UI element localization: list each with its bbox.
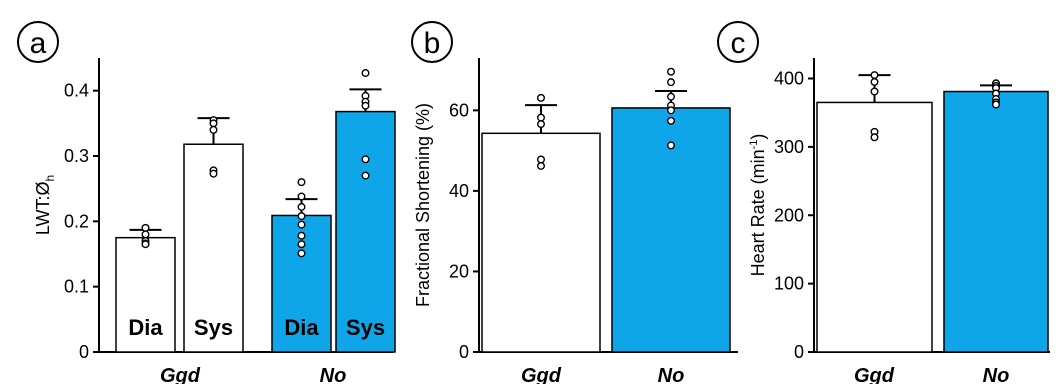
bar-inside-label: Sys bbox=[346, 315, 385, 340]
panel-letter: c bbox=[731, 27, 746, 60]
data-point bbox=[667, 78, 676, 87]
y-axis-label: Fractional Shortening (%) bbox=[413, 103, 433, 307]
y-tick-label: 20 bbox=[449, 261, 469, 281]
panel-a: a 0 0.1 0.2 0.3 0.4 LWT:Øh Dia Sys Dia Sys Ggd No bbox=[17, 21, 396, 384]
data-point bbox=[209, 119, 218, 128]
data-point bbox=[667, 92, 676, 101]
data-point bbox=[297, 231, 306, 240]
y-tick-label: 0 bbox=[794, 342, 804, 362]
data-point bbox=[537, 120, 546, 129]
y-tick-label: 300 bbox=[774, 137, 804, 157]
y-axis-label: Heart Rate (min-1) bbox=[748, 134, 768, 277]
panel-letter: b bbox=[424, 27, 441, 60]
bar bbox=[115, 236, 176, 353]
data-point bbox=[209, 169, 218, 178]
data-point bbox=[297, 249, 306, 258]
data-point bbox=[667, 106, 676, 115]
bar bbox=[271, 214, 332, 353]
y-axis-label-text: Fractional Shortening (%) bbox=[413, 103, 433, 307]
y-tick-label: 40 bbox=[449, 181, 469, 201]
data-point bbox=[537, 155, 546, 164]
data-point bbox=[537, 113, 546, 122]
x-category-label: Ggd bbox=[160, 365, 201, 384]
panel-letter-circle bbox=[411, 21, 453, 63]
panel-letter: a bbox=[30, 27, 47, 60]
data-point bbox=[992, 100, 1001, 109]
data-point bbox=[297, 220, 306, 229]
y-tick-label: 100 bbox=[774, 274, 804, 294]
data-point bbox=[361, 155, 370, 164]
data-point bbox=[361, 69, 370, 78]
bar-inside-label: Sys bbox=[194, 315, 233, 340]
y-axis-label-subscript: h bbox=[43, 175, 57, 182]
y-tick-label: 0 bbox=[79, 342, 89, 362]
data-point bbox=[870, 71, 879, 80]
data-point bbox=[667, 116, 676, 125]
data-point bbox=[361, 171, 370, 180]
data-point bbox=[297, 212, 306, 221]
bar-inside-label: Dia bbox=[128, 315, 163, 340]
y-axis-label-superscript: -1 bbox=[748, 140, 760, 150]
data-point bbox=[297, 202, 306, 211]
data-point bbox=[537, 93, 546, 102]
x-category-label: Ggd bbox=[854, 365, 895, 384]
x-category-label: No bbox=[983, 365, 1010, 384]
y-axis-label-text: LWT:Ø bbox=[33, 182, 53, 236]
y-tick-label: 0.1 bbox=[64, 277, 89, 297]
y-tick-label: 200 bbox=[774, 205, 804, 225]
x-category-label: Ggd bbox=[521, 365, 562, 384]
bar bbox=[335, 110, 396, 353]
data-point bbox=[870, 87, 879, 96]
bar bbox=[816, 101, 933, 353]
data-point bbox=[537, 161, 546, 170]
data-point bbox=[297, 240, 306, 249]
data-point bbox=[141, 230, 150, 239]
y-tick-label: 0.3 bbox=[64, 146, 89, 166]
data-point bbox=[361, 101, 370, 110]
y-tick-label: 0.4 bbox=[64, 81, 89, 101]
data-point bbox=[297, 178, 306, 187]
data-point bbox=[667, 141, 676, 150]
data-point bbox=[209, 125, 218, 134]
data-point bbox=[667, 67, 676, 76]
data-point bbox=[141, 240, 150, 249]
data-point bbox=[870, 77, 879, 86]
data-point bbox=[870, 133, 879, 142]
y-axis-label-end: ) bbox=[748, 134, 768, 140]
bar bbox=[943, 90, 1049, 353]
x-category-label: No bbox=[320, 365, 347, 384]
x-category-label: No bbox=[658, 365, 685, 384]
y-axis-label-text: Heart Rate (min bbox=[748, 149, 768, 276]
y-tick-label: 400 bbox=[774, 69, 804, 89]
y-axis-label: LWT:Øh bbox=[33, 175, 57, 235]
panel-letter-circle bbox=[717, 21, 759, 63]
y-tick-label: 60 bbox=[449, 100, 469, 120]
panel-c: c 0 100 200 300 400 Heart Rate (min-1) Ggd No bbox=[717, 21, 1050, 384]
panel-letter-circle bbox=[17, 21, 59, 63]
data-point bbox=[141, 223, 150, 232]
bar-inside-label: Dia bbox=[284, 315, 319, 340]
panel-b: b 0 20 40 60 Fractional Shortening (%) Ggd No bbox=[411, 21, 738, 384]
y-tick-label: 0 bbox=[459, 342, 469, 362]
data-point bbox=[297, 192, 306, 201]
y-tick-label: 0.2 bbox=[64, 211, 89, 231]
